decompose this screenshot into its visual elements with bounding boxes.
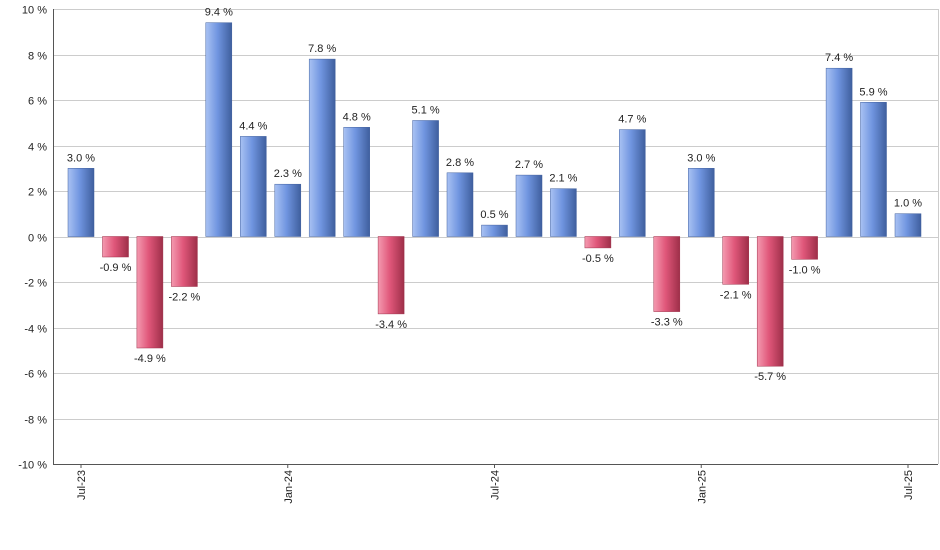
data-label-Mar-25: -5.7 %: [754, 371, 786, 383]
axes: [53, 9, 938, 465]
bar-Oct-23: [171, 236, 198, 287]
y-tick-label: -10 %: [18, 460, 47, 472]
y-tick-label: -6 %: [24, 369, 47, 381]
bars: [67, 22, 922, 367]
data-label-Dec-23: 4.4 %: [239, 120, 267, 132]
bar-Apr-24: [377, 236, 405, 315]
bar-May-24: [412, 120, 439, 237]
y-tick-label: 10 %: [22, 5, 47, 17]
data-label-Jul-25: 1.0 %: [894, 198, 922, 210]
bar-Jan-25: [688, 168, 715, 237]
data-label-Feb-24: 7.8 %: [308, 43, 336, 55]
y-tick-label: -2 %: [24, 278, 47, 290]
x-tick-label: Jul-23: [76, 470, 88, 500]
y-tick-label: 8 %: [28, 51, 47, 63]
bar-Mar-24: [343, 127, 370, 237]
data-label-Jun-25: 5.9 %: [859, 86, 887, 98]
data-label-Jan-25: 3.0 %: [687, 152, 715, 164]
bar-Apr-25: [791, 236, 818, 260]
bar-Aug-23: [102, 236, 129, 258]
bar-Feb-25: [722, 236, 749, 285]
x-tick-label: Jan-25: [696, 470, 708, 504]
data-label-Feb-25: -2.1 %: [720, 289, 752, 301]
bar-Nov-24: [619, 129, 646, 237]
data-label-Oct-24: -0.5 %: [582, 253, 614, 265]
bar-Aug-24: [515, 174, 543, 237]
x-tick-label: Jan-24: [283, 470, 295, 504]
bar-Mar-25: [756, 236, 784, 367]
x-tick-label: Jul-25: [903, 470, 915, 500]
x-tick-label: Jul-24: [490, 470, 502, 500]
y-tick-label: 2 %: [28, 187, 47, 199]
x-axis-ticks: Jul-23 Jan-24 Jul-24 Jan-25 Jul-25: [76, 464, 915, 504]
bar-Nov-23: [205, 22, 233, 237]
data-label-Apr-24: -3.4 %: [375, 319, 407, 331]
data-label-Aug-23: -0.9 %: [100, 262, 132, 274]
bar-May-25: [825, 67, 853, 237]
data-label-Jan-24: 2.3 %: [274, 168, 302, 180]
bar-Dec-24: [653, 236, 681, 312]
data-label-Oct-23: -2.2 %: [169, 292, 201, 304]
data-label-Apr-25: -1.0 %: [789, 264, 821, 276]
data-labels: 3.0 % -0.9 % -4.9 % -2.2 % 9.4 % 4.4 % 2.3 % 7.…: [67, 7, 922, 384]
bar-Jan-24: [274, 183, 302, 237]
y-tick-label: 4 %: [28, 142, 47, 154]
y-axis-ticks: -10 % -8 % -6 % -4 % -2 % 0 % 2 % 4 % 6 % 8 % 10 %: [18, 5, 47, 472]
data-label-Aug-24: 2.7 %: [515, 159, 543, 171]
data-label-Nov-23: 9.4 %: [205, 7, 233, 19]
bar-Jul-24: [481, 224, 508, 237]
bar-Sep-23: [136, 236, 164, 349]
data-label-Sep-24: 2.1 %: [549, 173, 577, 185]
data-label-Jul-24: 0.5 %: [480, 209, 508, 221]
gridlines: [53, 9, 939, 465]
data-label-Jun-24: 2.8 %: [446, 157, 474, 169]
data-label-Sep-23: -4.9 %: [134, 353, 166, 365]
bar-Jul-25: [894, 213, 922, 237]
data-label-Nov-24: 4.7 %: [618, 114, 646, 126]
data-label-May-25: 7.4 %: [825, 52, 853, 64]
y-tick-label: -8 %: [24, 415, 47, 427]
bar-Dec-23: [240, 136, 267, 237]
bar-Sep-24: [550, 188, 577, 237]
bar-Jul-23: [67, 168, 95, 237]
data-label-Dec-24: -3.3 %: [651, 317, 683, 329]
bar-Jun-24: [446, 172, 474, 237]
y-tick-label: -4 %: [24, 324, 47, 336]
data-label-Jul-23: 3.0 %: [67, 152, 95, 164]
y-tick-label: 0 %: [28, 233, 47, 245]
bar-Jun-25: [860, 102, 887, 237]
bar-Feb-24: [308, 58, 336, 237]
y-tick-label: 6 %: [28, 96, 47, 108]
bar-Oct-24: [584, 236, 612, 249]
data-label-Mar-24: 4.8 %: [343, 111, 371, 123]
data-label-May-24: 5.1 %: [412, 105, 440, 117]
